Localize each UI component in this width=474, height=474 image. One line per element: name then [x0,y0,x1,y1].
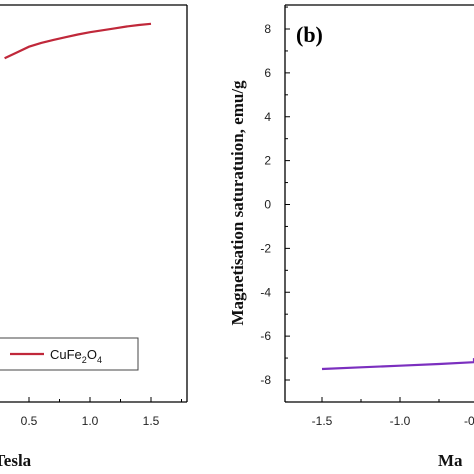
panel-a-x-tick-label: 1.5 [143,414,160,428]
panel-a-x-tick-label: 0.5 [21,414,38,428]
panel-b-y-ticks: 8 6 4 2 0 -2 -4 -6 -8 [260,6,290,403]
panel-a-series-group [4,22,152,60]
panel-b-x-tick-label: -1.5 [312,414,333,428]
panel-b-chart: 8 6 4 2 0 -2 -4 -6 -8 -1.5 -1.0 -0 (b) Magnetisati… [228,4,474,470]
panel-b-y-axis-title: Magnetisation saturatuion, emu/g [228,80,247,326]
panel-b-x-tick-label: -0 [464,414,474,428]
panel-a-x-axis-title: Tesla [0,451,32,470]
panel-b-y-tick-label: -2 [260,241,271,255]
panel-b-series-line [321,358,474,371]
panel-b-label: (b) [296,22,323,47]
panel-a-legend: CuFe2O4 [0,337,139,371]
panel-a-chart: 0.5 1.0 1.5 CuFe2O4 Tesla [0,4,188,470]
panel-b-x-ticks: -1.5 -1.0 -0 [312,397,474,428]
panel-b-y-tick-label: 6 [264,66,271,80]
panel-b-y-tick-label: 4 [264,110,271,124]
panel-b-y-tick-label: -8 [260,373,271,387]
panel-a-x-tick-label: 1.0 [82,414,99,428]
panel-b-y-tick-label: 2 [264,154,271,168]
panel-b-y-tick-label: -6 [260,329,271,343]
panel-a-x-ticks: 0.5 1.0 1.5 [21,397,182,428]
panel-b-x-tick-label: -1.0 [390,414,411,428]
panel-b-series-group [321,358,474,371]
panel-b-y-tick-label: -4 [260,285,271,299]
panel-b-y-tick-label: 8 [264,22,271,36]
panel-a-series-line [4,22,152,60]
panel-b-x-axis-title: Ma [438,451,463,470]
panel-b-y-tick-label: 0 [264,198,271,212]
panel-a-legend-label: CuFe2O4 [50,347,102,365]
